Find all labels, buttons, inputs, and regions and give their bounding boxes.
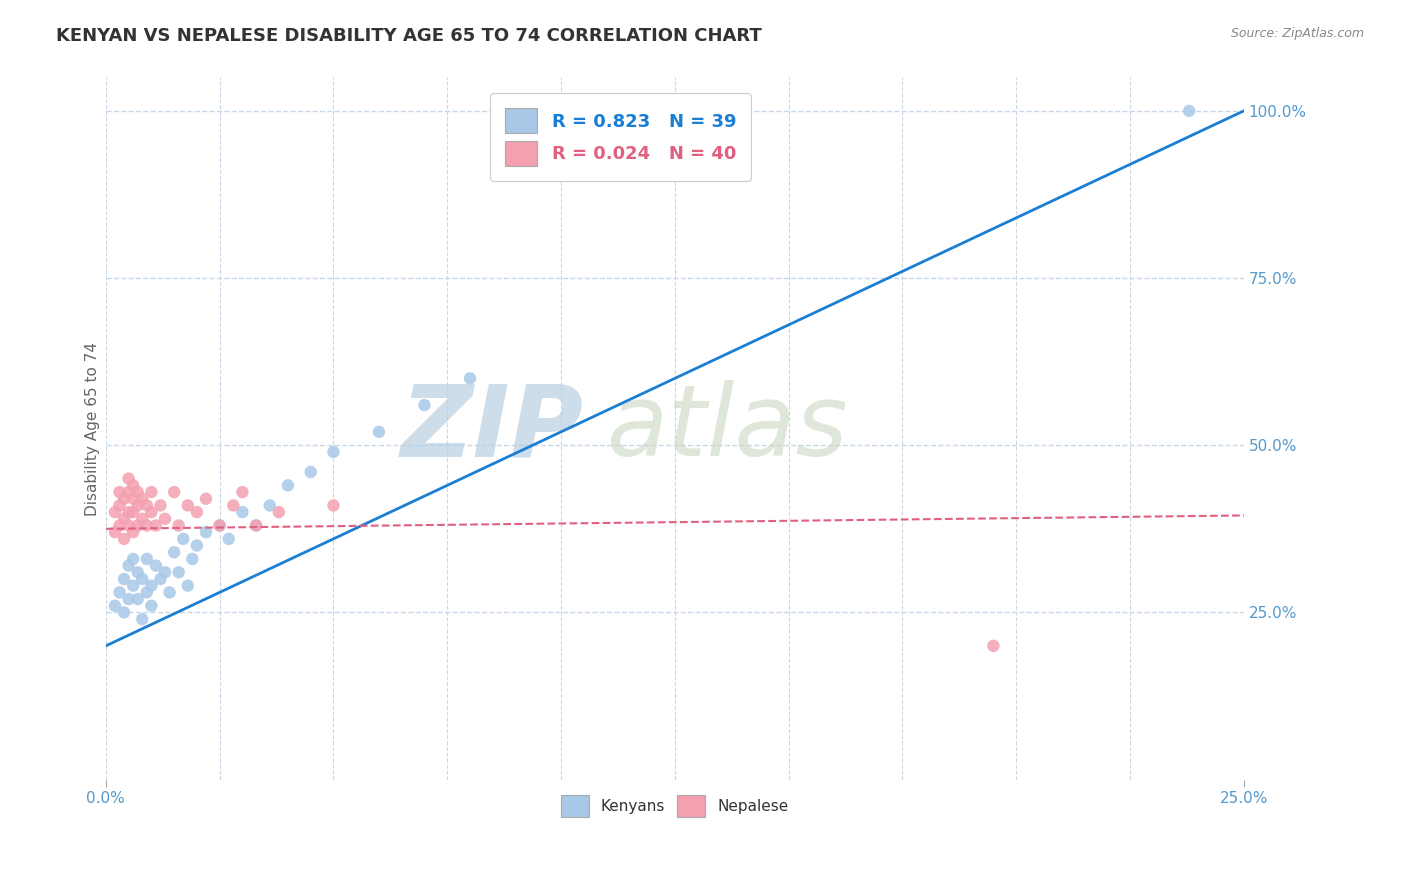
Point [127,592,149,607]
Point [181,552,204,566]
Point [458,371,481,385]
Point [167,566,190,580]
Point [983,639,1005,653]
Point [131,491,153,506]
Point [231,505,253,519]
Text: ZIP: ZIP [401,380,583,477]
Point [122,525,145,540]
Point [159,585,181,599]
Point [218,532,240,546]
Point [127,499,149,513]
Point [127,518,149,533]
Point [117,518,139,533]
Point [117,485,139,500]
Point [108,518,131,533]
Point [208,518,231,533]
Point [186,539,208,553]
Point [299,465,322,479]
Point [131,612,153,626]
Point [117,472,139,486]
Point [267,505,290,519]
Point [145,558,167,573]
Point [122,552,145,566]
Point [112,491,135,506]
Point [135,585,157,599]
Point [122,491,145,506]
Point [163,545,186,559]
Point [145,518,167,533]
Point [117,505,139,519]
Point [368,425,391,439]
Point [163,485,186,500]
Point [112,512,135,526]
Y-axis label: Disability Age 65 to 74: Disability Age 65 to 74 [86,342,100,516]
Point [413,398,436,412]
Point [141,599,163,613]
Point [127,566,149,580]
Point [112,532,135,546]
Point [222,499,245,513]
Point [104,505,127,519]
Point [141,505,163,519]
Point [259,499,281,513]
Point [153,512,176,526]
Point [122,505,145,519]
Point [122,579,145,593]
Point [186,505,208,519]
Point [172,532,194,546]
Text: Source: ZipAtlas.com: Source: ZipAtlas.com [1230,27,1364,40]
Point [177,579,200,593]
Point [167,518,190,533]
Point [135,499,157,513]
Point [135,552,157,566]
Point [231,485,253,500]
Point [1178,103,1201,118]
Point [131,572,153,586]
Legend: Kenyans, Nepalese: Kenyans, Nepalese [554,788,796,824]
Point [117,558,139,573]
Point [245,518,267,533]
Point [141,485,163,500]
Point [149,572,172,586]
Point [104,599,127,613]
Point [195,525,218,540]
Point [108,585,131,599]
Point [127,485,149,500]
Point [122,478,145,492]
Point [208,518,231,533]
Point [112,606,135,620]
Point [245,518,267,533]
Point [112,572,135,586]
Point [108,499,131,513]
Point [149,499,172,513]
Point [177,499,200,513]
Point [108,485,131,500]
Point [141,579,163,593]
Text: KENYAN VS NEPALESE DISABILITY AGE 65 TO 74 CORRELATION CHART: KENYAN VS NEPALESE DISABILITY AGE 65 TO … [56,27,762,45]
Point [322,499,344,513]
Point [104,525,127,540]
Point [195,491,218,506]
Text: atlas: atlas [606,380,848,477]
Point [277,478,299,492]
Point [153,566,176,580]
Point [117,592,139,607]
Point [131,512,153,526]
Point [322,445,344,459]
Point [135,518,157,533]
